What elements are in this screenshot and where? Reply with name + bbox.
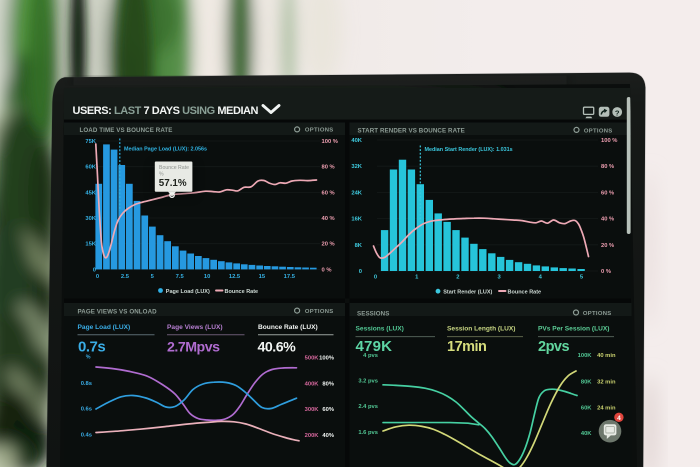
svg-text:60%: 60%: [322, 407, 334, 413]
svg-text:10: 10: [204, 274, 210, 280]
svg-text:57.1%: 57.1%: [159, 178, 187, 189]
svg-text:Page Load (LUX): Page Load (LUX): [78, 324, 131, 331]
svg-text:?: ?: [615, 108, 620, 117]
svg-text:USERS: LAST 7 DAYS USING MEDIA: USERS: LAST 7 DAYS USING MEDIAN: [73, 105, 259, 117]
svg-text:60 %: 60 %: [322, 190, 335, 196]
svg-text:80 %: 80 %: [601, 164, 614, 170]
svg-text:40K: 40K: [351, 138, 362, 144]
svg-text:PAGE VIEWS VS ONLOAD: PAGE VIEWS VS ONLOAD: [78, 308, 158, 315]
svg-text:%: %: [86, 355, 91, 361]
svg-text:%: %: [159, 171, 164, 177]
svg-text:20 %: 20 %: [601, 243, 614, 249]
svg-text:4: 4: [539, 275, 543, 281]
svg-text:2pvs: 2pvs: [538, 339, 569, 355]
svg-text:4: 4: [617, 415, 621, 422]
svg-text:80%: 80%: [322, 381, 334, 387]
svg-text:2.5: 2.5: [121, 274, 130, 280]
svg-text:100 %: 100 %: [601, 138, 617, 144]
svg-text:0: 0: [359, 269, 362, 275]
svg-text:15: 15: [259, 274, 266, 280]
svg-text:OPTIONS: OPTIONS: [305, 309, 334, 315]
svg-text:Bounce Rate: Bounce Rate: [508, 289, 542, 295]
svg-text:60K: 60K: [581, 405, 592, 411]
svg-text:100%: 100%: [319, 356, 334, 362]
svg-text:OPTIONS: OPTIONS: [305, 128, 334, 134]
svg-text:40 min: 40 min: [597, 353, 616, 359]
svg-text:2.7Mpvs: 2.7Mpvs: [167, 340, 220, 356]
svg-text:Start Render (LUX): Start Render (LUX): [443, 289, 492, 295]
svg-text:1: 1: [415, 275, 419, 281]
svg-text:500K: 500K: [305, 356, 320, 362]
svg-text:5: 5: [151, 274, 155, 280]
svg-text:40 %: 40 %: [322, 216, 335, 222]
svg-text:Session Length (LUX): Session Length (LUX): [447, 326, 516, 333]
svg-text:Page Views (LUX): Page Views (LUX): [167, 324, 223, 331]
svg-text:2.4 pvs: 2.4 pvs: [358, 404, 378, 410]
svg-text:0 %: 0 %: [322, 267, 332, 273]
svg-text:479K: 479K: [356, 338, 393, 355]
svg-text:0: 0: [374, 275, 377, 281]
svg-text:Median Start Render (LUX): 1.0: Median Start Render (LUX): 1.031s: [425, 147, 513, 153]
svg-text:300K: 300K: [305, 407, 320, 413]
svg-text:SESSIONS: SESSIONS: [357, 310, 389, 317]
svg-text:3: 3: [497, 275, 501, 281]
svg-text:1.6 pvs: 1.6 pvs: [358, 430, 378, 436]
svg-text:LOAD TIME VS BOUNCE RATE: LOAD TIME VS BOUNCE RATE: [80, 127, 173, 134]
svg-text:0: 0: [96, 274, 99, 280]
svg-text:17min: 17min: [447, 339, 486, 355]
svg-text:20 %: 20 %: [322, 242, 335, 248]
svg-text:0.7s: 0.7s: [78, 339, 105, 356]
svg-text:40 %: 40 %: [601, 217, 614, 223]
svg-text:17.5: 17.5: [284, 274, 296, 280]
svg-text:0.8s: 0.8s: [81, 381, 92, 387]
svg-text:75K: 75K: [85, 139, 96, 145]
svg-text:0: 0: [93, 267, 96, 273]
svg-text:100 %: 100 %: [322, 139, 338, 145]
svg-text:45K: 45K: [85, 190, 96, 196]
svg-text:16K: 16K: [351, 217, 362, 223]
svg-text:0.6s: 0.6s: [81, 407, 92, 413]
svg-text:START RENDER VS BOUNCE RATE: START RENDER VS BOUNCE RATE: [358, 127, 465, 134]
svg-text:80K: 80K: [581, 379, 592, 385]
svg-text:32 min: 32 min: [597, 379, 616, 385]
svg-text:2: 2: [456, 275, 459, 281]
svg-text:5: 5: [580, 275, 584, 281]
svg-text:200K: 200K: [305, 433, 320, 439]
svg-text:40K: 40K: [581, 431, 592, 437]
svg-text:8K: 8K: [355, 243, 363, 249]
svg-text:3.2 pvs: 3.2 pvs: [358, 378, 378, 384]
svg-text:32K: 32K: [351, 164, 362, 170]
svg-text:Sessions (LUX): Sessions (LUX): [356, 326, 404, 333]
svg-text:60 %: 60 %: [601, 190, 614, 196]
svg-text:0 %: 0 %: [601, 269, 611, 275]
svg-text:15K: 15K: [85, 242, 96, 248]
svg-text:400K: 400K: [305, 381, 320, 387]
svg-text:Bounce Rate: Bounce Rate: [159, 165, 189, 171]
svg-text:60K: 60K: [85, 165, 96, 171]
svg-text:0.4s: 0.4s: [81, 433, 92, 439]
svg-text:24 min: 24 min: [597, 405, 616, 411]
svg-text:40.6%: 40.6%: [258, 340, 297, 356]
svg-text:OPTIONS: OPTIONS: [583, 311, 612, 317]
svg-text:100K: 100K: [578, 353, 593, 359]
svg-text:Page Load (LUX): Page Load (LUX): [166, 289, 210, 295]
svg-text:24K: 24K: [351, 190, 362, 196]
svg-text:PVs Per Session (LUX): PVs Per Session (LUX): [538, 326, 609, 333]
svg-text:Bounce Rate: Bounce Rate: [225, 289, 259, 295]
svg-text:40%: 40%: [322, 433, 334, 439]
svg-text:7.5: 7.5: [176, 274, 185, 280]
svg-text:OPTIONS: OPTIONS: [584, 128, 613, 134]
svg-text:4 pvs: 4 pvs: [363, 353, 378, 359]
svg-text:12.5: 12.5: [229, 274, 241, 280]
svg-text:30K: 30K: [85, 216, 96, 222]
svg-text:Median Page Load (LUX): 2.056s: Median Page Load (LUX): 2.056s: [124, 146, 207, 152]
svg-text:Bounce Rate (LUX): Bounce Rate (LUX): [258, 324, 318, 331]
svg-text:80 %: 80 %: [322, 165, 335, 171]
